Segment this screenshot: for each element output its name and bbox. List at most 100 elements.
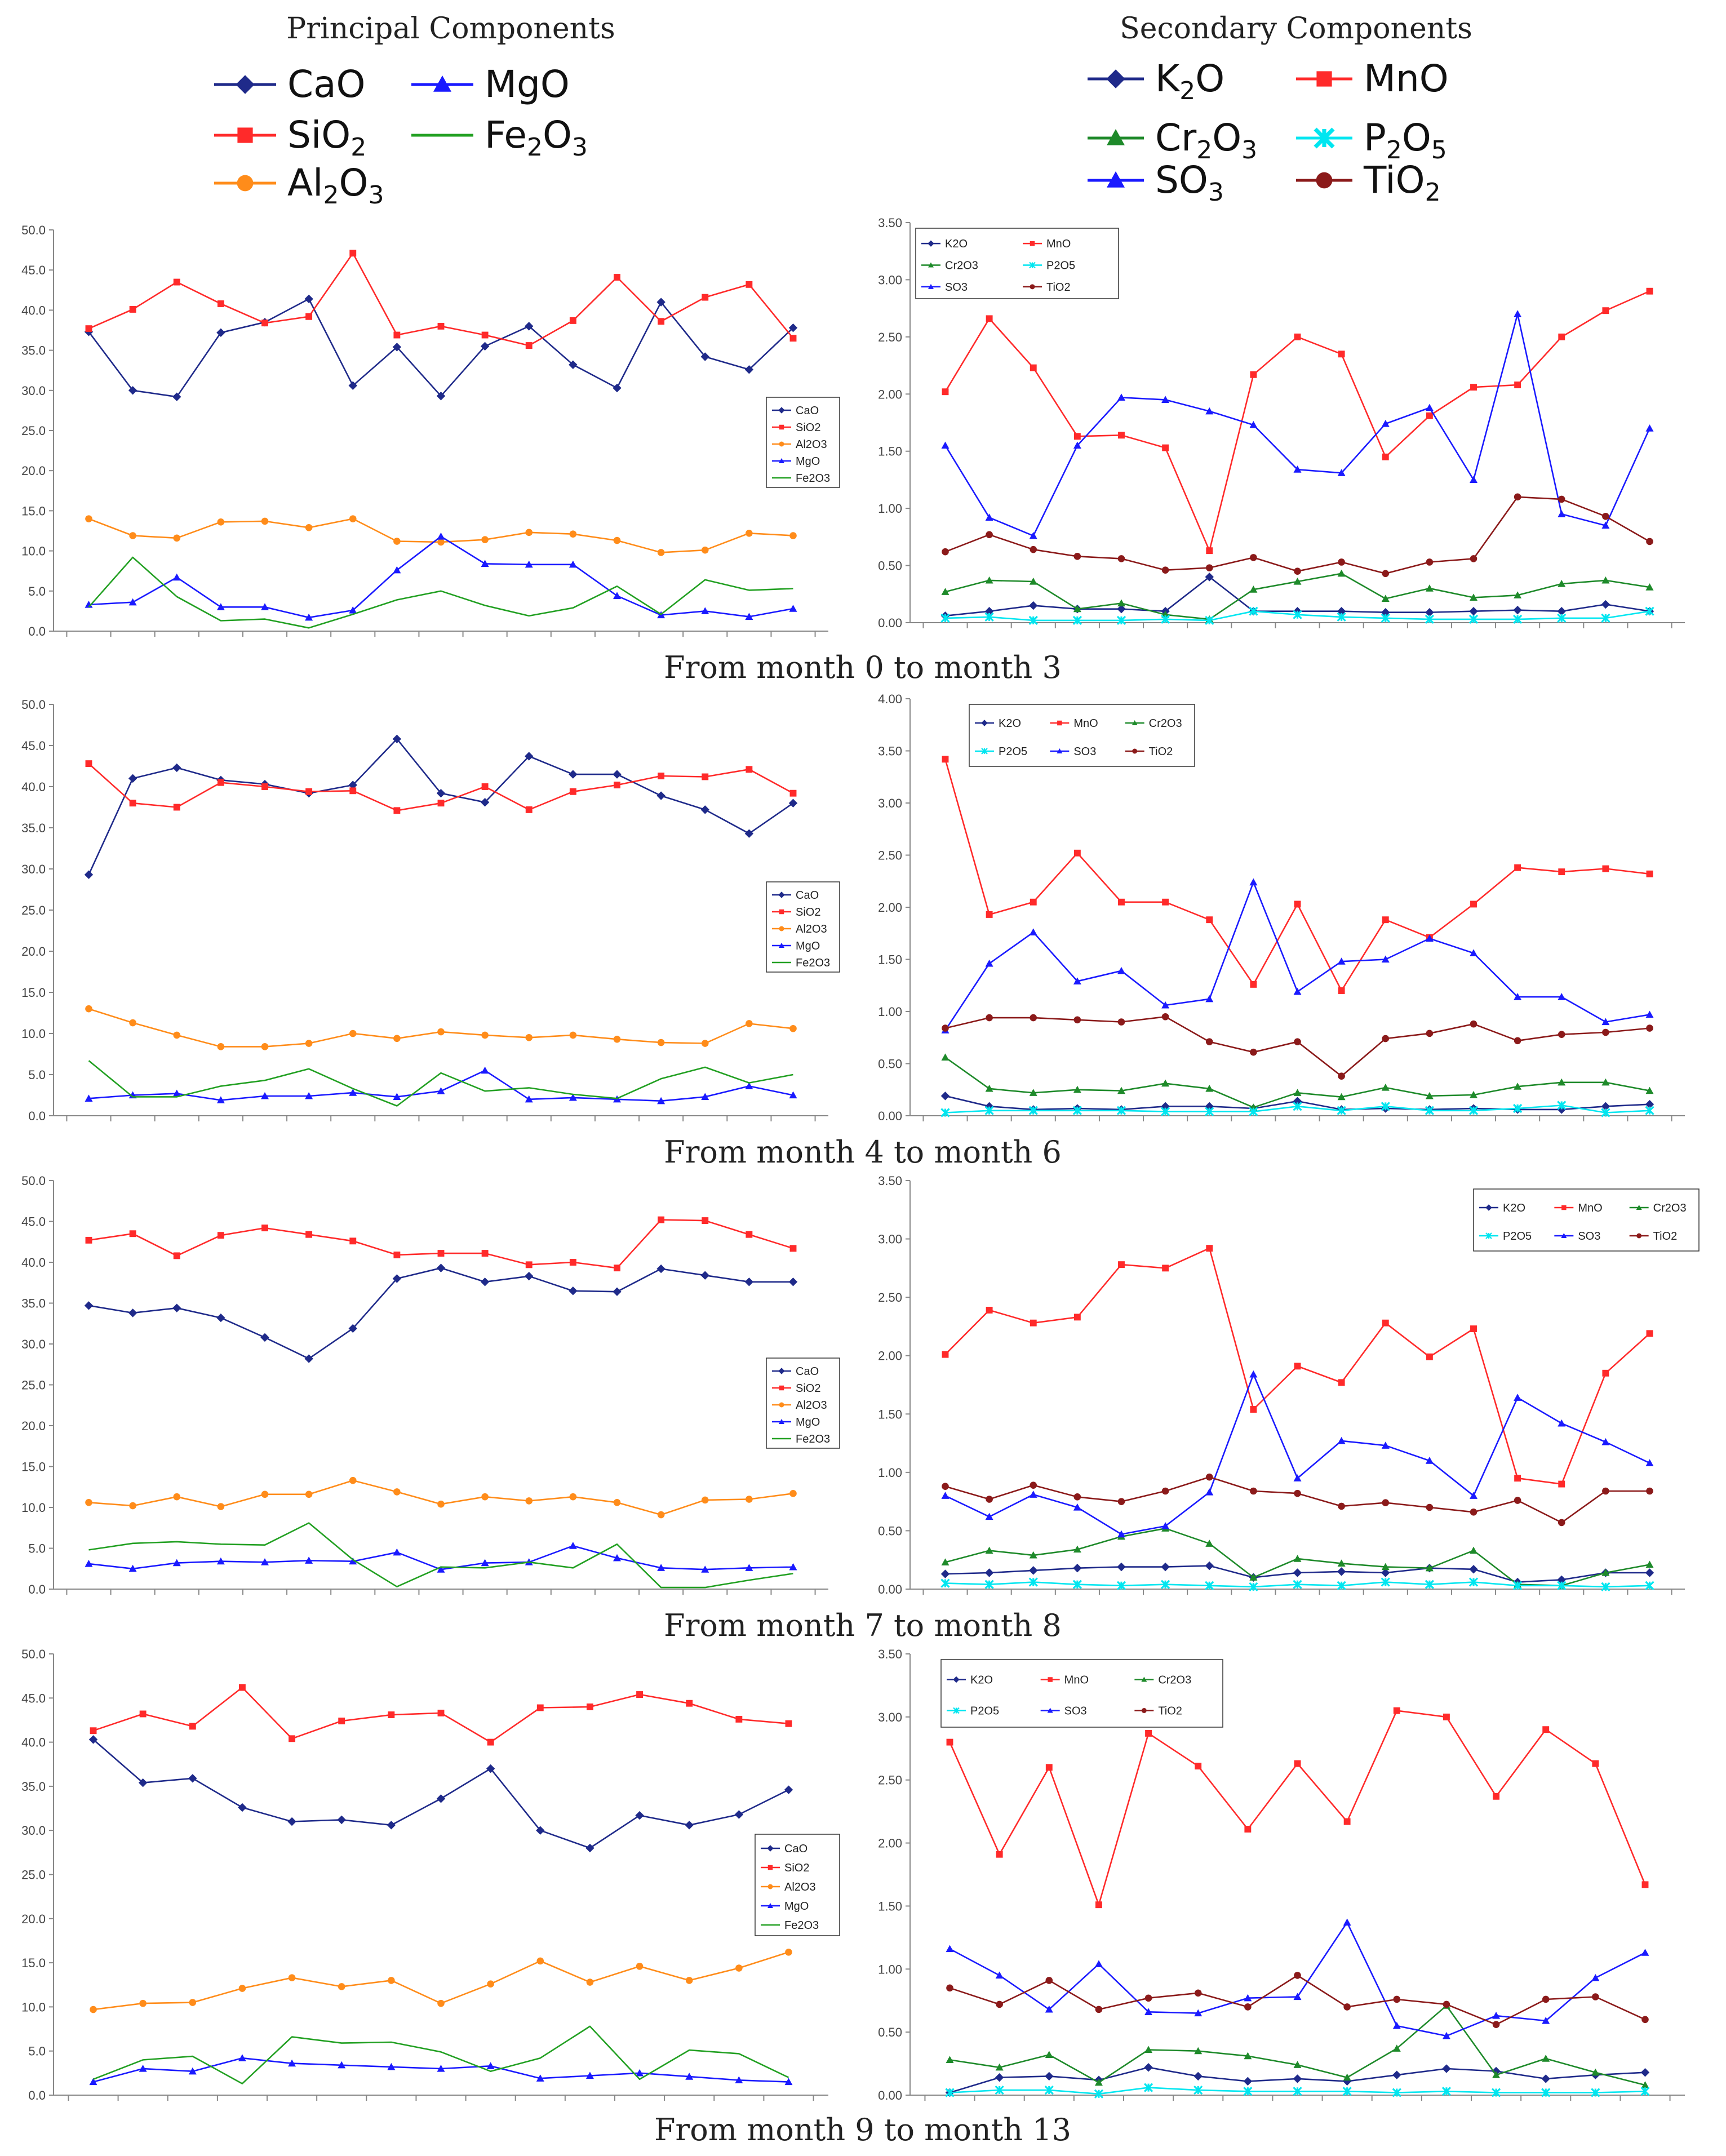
caption-month-4-6: From month 4 to month 6 [664,1134,1062,1170]
data-point-al2o3 [785,1949,792,1956]
series-line-mgo [88,1070,793,1102]
chart-legend-item-sio2: SiO2 [772,422,820,434]
data-point-al2o3 [525,1497,533,1505]
data-point-cao [788,798,798,808]
data-point-tio2 [1443,2000,1450,2008]
chart-legend-marker [1047,1707,1053,1713]
chart-legend-item-tio2: TiO2 [1134,1705,1182,1718]
data-point-cao [128,1308,137,1317]
data-point-so3 [1249,421,1258,428]
data-point-al2o3 [701,546,709,554]
y-tick-label: 35.0 [21,1297,46,1311]
data-point-cr2o3 [1029,1551,1037,1559]
y-tick-label: 2.50 [878,1290,902,1305]
chart-legend-label: SiO2 [796,422,820,434]
chart-panel-4: 0.0 5.0 10.0 15.0 20.0 25.0 30.0 35.0 40.0 45.0 50… [21,1174,840,1596]
data-point-k2o [1205,1561,1214,1571]
data-point-mno [1073,433,1081,440]
data-point-cr2o3 [1470,593,1477,601]
series-so3 [941,310,1654,539]
data-point-mno [1558,868,1565,876]
data-point-mno [1646,1330,1653,1337]
y-tick-label: 3.00 [878,273,902,287]
series-cr2o3 [946,2002,1649,2088]
data-point-k2o [1243,2077,1253,2086]
data-point-sio2 [388,1711,395,1719]
data-point-p2o5 [984,1580,994,1589]
data-point-cr2o3 [1205,1084,1214,1092]
data-point-tio2 [986,531,993,539]
data-point-p2o5 [1513,1103,1523,1114]
y-tick-label: 0.50 [878,1524,902,1538]
data-point-so3 [1117,393,1125,401]
y-tick-label: 0.0 [28,1582,46,1596]
data-point-mno [1250,981,1257,988]
data-point-al2o3 [90,2006,97,2013]
data-point-p2o5 [1028,615,1038,625]
data-point-cao [348,1324,357,1333]
series-line-cao [92,1738,789,1849]
data-point-k2o [1645,1568,1654,1577]
data-point-sio2 [261,320,268,327]
chart-legend-item-cr2o3: Cr2O3 [1134,1674,1191,1687]
data-point-mno [1338,1379,1345,1386]
chart-legend-item-mgo: MgO [772,455,820,468]
y-tick-label: 20.0 [21,1419,46,1433]
data-point-mgo [481,1066,489,1074]
chart-panel-3: 0.00 0.50 1.00 1.50 2.00 2.50 3.00 3.50 4.00 K2O M… [878,692,1685,1123]
data-point-cao [613,1287,622,1296]
chart-legend-label: SO3 [945,281,968,294]
data-point-so3 [1381,955,1390,963]
data-point-so3 [1205,407,1214,415]
legend-box [766,397,840,488]
chart-legend-label: Cr2O3 [1149,717,1182,730]
data-point-sio2 [746,281,753,288]
data-point-sio2 [614,1265,620,1272]
y-tick-label: 1.00 [878,1005,902,1019]
y-tick-label: 0.00 [878,2088,902,2102]
chart-legend: CaO SiO2 Al2O3 MgO Fe2O3 [766,881,840,973]
data-point-cao [216,1313,225,1323]
data-point-p2o5 [1468,1577,1479,1587]
data-point-so3 [1337,469,1346,476]
data-point-so3 [1425,403,1434,411]
chart-legend-item-mno: MnO [1040,1674,1089,1687]
data-point-mno [1145,1729,1152,1737]
series-fe2o3 [88,556,793,629]
y-tick-label: 45.0 [21,263,46,277]
chart-legend-marker [767,1903,773,1908]
data-point-sio2 [735,1715,743,1723]
data-point-sio2 [173,804,180,811]
chart-legend-label: Fe2O3 [796,472,830,485]
data-point-tio2 [1030,1014,1037,1022]
data-point-mgo [216,603,225,610]
chart-legend-label: MgO [796,1416,820,1429]
series-p2o5 [940,1101,1654,1117]
y-tick-label: 40.0 [21,780,46,794]
y-tick-label: 0.00 [878,1109,902,1123]
data-point-mgo [393,1093,401,1101]
data-point-al2o3 [437,1500,445,1508]
series-line-so3 [949,1922,1646,2037]
data-point-sio2 [129,800,136,807]
data-point-cr2o3 [1645,1560,1654,1568]
chart-legend-label: TiO2 [1158,1705,1182,1718]
data-point-so3 [1293,1993,1302,2000]
data-point-cr2o3 [1045,2051,1053,2059]
data-point-mno [1294,1363,1301,1370]
y-tick-label: 35.0 [21,344,46,358]
data-point-k2o [1541,2074,1550,2083]
chart-legend-marker [767,1884,773,1889]
data-point-mno [996,1851,1003,1858]
data-point-tio2 [1294,1489,1301,1497]
data-point-sio2 [789,335,797,342]
y-tick-label: 0.50 [878,1057,902,1071]
data-point-mgo [188,2067,197,2075]
legend-box [766,881,840,973]
data-point-tio2 [1294,1038,1301,1045]
data-point-cao [585,1843,594,1853]
data-point-p2o5 [1425,1580,1434,1589]
data-point-p2o5 [1205,1581,1214,1590]
data-point-tio2 [1558,1519,1565,1527]
data-point-tio2 [1250,1487,1257,1495]
